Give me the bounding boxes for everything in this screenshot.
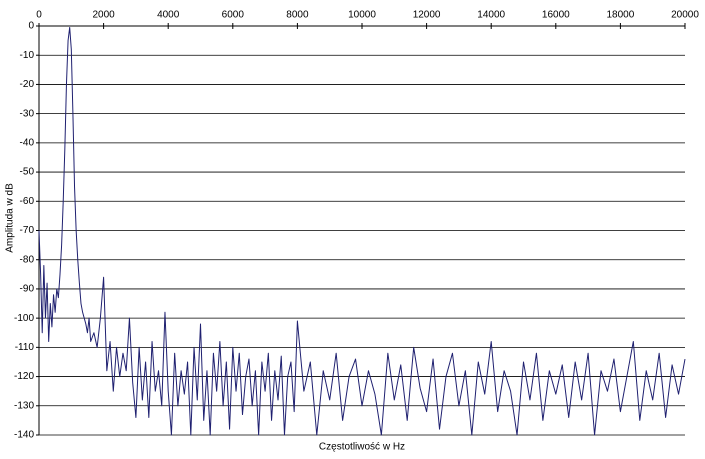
y-tick-label: 0 — [28, 21, 34, 32]
y-tick-label: -40 — [20, 137, 35, 148]
y-tick-label: -60 — [20, 196, 35, 207]
y-tick-label: -120 — [14, 371, 34, 382]
x-tick-label: 8000 — [286, 10, 309, 21]
x-tick-label: 16000 — [542, 10, 570, 21]
y-tick-label: -70 — [20, 225, 35, 236]
y-tick-label: -30 — [20, 108, 35, 119]
x-tick-label: 18000 — [606, 10, 634, 21]
y-tick-label: -90 — [20, 284, 35, 295]
x-tick-label: 12000 — [413, 10, 441, 21]
x-tick-label: 6000 — [222, 10, 245, 21]
x-tick-label: 4000 — [157, 10, 180, 21]
y-tick-label: -20 — [20, 79, 35, 90]
y-tick-label: -130 — [14, 400, 34, 411]
x-tick-label: 20000 — [671, 10, 699, 21]
x-axis-label: Częstotliwość w Hz — [319, 442, 405, 453]
y-tick-label: -50 — [20, 167, 35, 178]
x-tick-label: 14000 — [477, 10, 505, 21]
x-tick-label: 10000 — [348, 10, 376, 21]
y-tick-label: -10 — [20, 50, 35, 61]
y-tick-label: -100 — [14, 313, 34, 324]
x-tick-label: 2000 — [92, 10, 115, 21]
y-tick-label: -140 — [14, 430, 34, 441]
y-tick-label: -110 — [15, 342, 35, 353]
y-tick-label: -80 — [20, 254, 35, 265]
x-tick-label: 0 — [36, 10, 42, 21]
series-line — [38, 26, 686, 436]
y-axis-label: Amplituda w dB — [5, 183, 16, 253]
